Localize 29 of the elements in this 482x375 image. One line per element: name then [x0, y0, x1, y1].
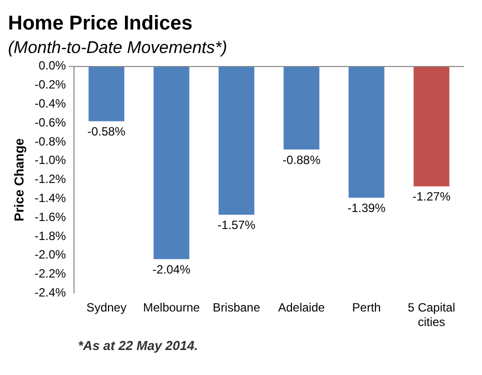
y-tick-label: -0.6%: [34, 115, 66, 130]
y-tick-label: -1.6%: [34, 210, 66, 224]
data-label: -0.88%: [282, 152, 321, 167]
chart-subtitle: (Month-to-Date Movements*): [8, 38, 228, 57]
y-tick-label: -1.4%: [34, 191, 66, 206]
data-label: -2.04%: [152, 262, 191, 276]
chart-title: Home Price Indices: [8, 12, 193, 35]
y-tick-label: 0.0%: [38, 58, 66, 73]
x-tick-label: Perth: [352, 300, 381, 315]
y-tick-label: -0.2%: [34, 78, 66, 92]
data-label: -0.58%: [87, 124, 126, 139]
y-tick-label: -1.0%: [34, 153, 66, 168]
data-label: -1.57%: [217, 218, 256, 232]
y-tick-label: -2.0%: [34, 248, 66, 262]
y-tick-label: -2.2%: [34, 266, 66, 281]
x-tick-label: Brisbane: [212, 300, 260, 315]
data-label: -1.39%: [347, 201, 386, 216]
x-tick-label: Melbourne: [143, 300, 200, 315]
y-tick-label: -1.8%: [34, 228, 66, 243]
y-tick-label: -1.2%: [34, 172, 66, 186]
y-tick-label: -0.4%: [34, 96, 66, 111]
text: *As at 22 May 2014.: [77, 338, 199, 353]
y-axis-title: Price Change: [11, 138, 26, 222]
x-tick-label: Sydney: [86, 300, 126, 315]
x-tick-label: Adelaide: [278, 300, 326, 315]
x-tick-label: 5 Capital cities: [408, 300, 456, 330]
y-tick-label: -2.4%: [34, 286, 66, 300]
y-tick-label: -0.8%: [34, 134, 66, 148]
data-label: -1.27%: [412, 190, 451, 204]
